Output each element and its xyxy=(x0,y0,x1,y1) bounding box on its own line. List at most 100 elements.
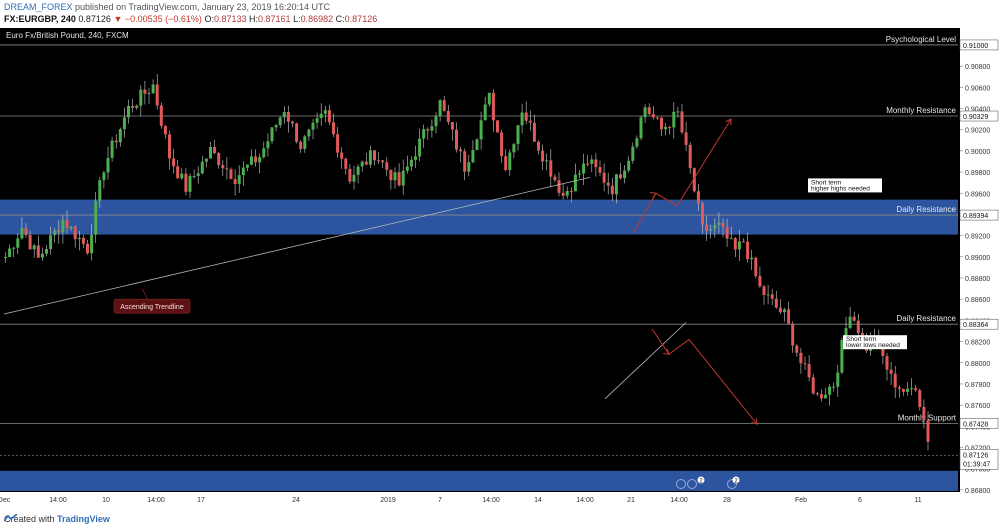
close-value: 0.87126 xyxy=(344,14,378,24)
bullish-mid-arrowhead-icon xyxy=(649,191,657,199)
candle-body xyxy=(729,238,733,240)
candle-body xyxy=(496,120,499,133)
candle-body xyxy=(565,190,569,196)
candle xyxy=(262,141,266,159)
candle-body xyxy=(245,164,249,168)
candle-body xyxy=(291,121,294,124)
price-chart[interactable]: Psychological Level Monthly Resistance Dai… xyxy=(0,28,1000,506)
candle xyxy=(40,247,44,261)
candle-body xyxy=(81,237,85,244)
low-label: L: xyxy=(293,14,301,24)
candle-body xyxy=(323,110,327,114)
candle xyxy=(791,321,795,353)
candle-body xyxy=(590,159,594,164)
candle-body xyxy=(8,248,12,257)
candle-body xyxy=(758,275,762,287)
candle-body xyxy=(578,173,581,175)
candle-body xyxy=(524,112,528,121)
candle xyxy=(582,153,586,185)
candle xyxy=(922,399,926,429)
candle-body xyxy=(209,147,212,159)
candle-body xyxy=(660,117,663,130)
candle-body xyxy=(455,129,458,150)
candle-body xyxy=(278,117,282,126)
candle xyxy=(889,362,893,386)
hh-note-line-2: higher highs needed xyxy=(811,185,870,192)
candle xyxy=(684,121,688,152)
candle xyxy=(221,160,225,177)
candle-body xyxy=(811,377,815,394)
x-tick-label-13: 28 xyxy=(723,497,731,504)
candle xyxy=(537,140,540,155)
candle xyxy=(86,240,89,256)
candle xyxy=(168,130,171,170)
candle xyxy=(742,238,745,243)
candle-body xyxy=(139,89,143,106)
level-label-0: Psychological Level xyxy=(886,35,956,44)
candle xyxy=(204,158,208,168)
y-tick-label-6: 0.89800 xyxy=(965,170,990,177)
candle-body xyxy=(557,180,561,193)
candle-body xyxy=(668,126,672,128)
candle xyxy=(200,155,204,175)
candle xyxy=(94,191,98,243)
candle-body xyxy=(815,393,819,395)
author-link[interactable]: DREAM_FOREX xyxy=(4,2,73,12)
candle-body xyxy=(385,162,389,170)
candle xyxy=(614,173,618,204)
candle xyxy=(660,116,663,137)
candle-body xyxy=(389,169,393,181)
chart-area[interactable]: Psychological Level Monthly Resistance Dai… xyxy=(0,28,1000,506)
candle xyxy=(651,106,655,120)
candle xyxy=(549,149,553,188)
candle xyxy=(643,104,647,124)
candle-body xyxy=(545,160,549,162)
candle xyxy=(672,102,676,139)
candle xyxy=(344,157,348,175)
x-tick-label-15: 6 xyxy=(858,497,862,504)
candle-body xyxy=(163,125,167,135)
candle xyxy=(332,113,335,138)
zone-0 xyxy=(0,199,958,235)
candle-body xyxy=(627,160,631,171)
event-icon-1 xyxy=(687,479,697,489)
candle-body xyxy=(360,161,364,167)
open-value: 0.87133 xyxy=(213,14,247,24)
candle-body xyxy=(168,134,171,159)
candle xyxy=(409,156,413,172)
candle-body xyxy=(28,235,32,250)
candle xyxy=(926,411,930,451)
candle xyxy=(438,99,442,122)
level-price-box-0 xyxy=(959,39,999,51)
candle xyxy=(53,227,57,243)
bullish-projection-arrow xyxy=(632,118,732,234)
candle-body xyxy=(418,138,422,157)
candle-body xyxy=(188,176,192,192)
candle xyxy=(237,165,241,193)
candle xyxy=(127,99,130,124)
candle-body xyxy=(24,228,28,236)
candle-body xyxy=(598,167,602,173)
candle-body xyxy=(151,84,155,94)
candle xyxy=(352,165,356,190)
candle-body xyxy=(918,390,922,407)
candle xyxy=(553,173,557,183)
candle xyxy=(455,122,458,153)
tradingview-link[interactable]: TradingView xyxy=(57,514,110,524)
candle xyxy=(647,103,651,116)
candle-body xyxy=(446,110,450,123)
x-tick-label-16: 11 xyxy=(914,497,921,504)
close-label: C: xyxy=(335,14,345,24)
x-tick-label-0: Dec xyxy=(0,497,11,504)
candle-body xyxy=(430,126,434,131)
candle xyxy=(233,169,237,196)
y-tick-label-15: 0.88000 xyxy=(965,361,990,368)
candles xyxy=(4,74,930,451)
candle-body xyxy=(901,388,905,392)
candle-body xyxy=(713,224,717,229)
candle xyxy=(565,186,569,199)
candle-body xyxy=(717,222,721,225)
candle xyxy=(73,225,77,248)
candle xyxy=(131,98,135,113)
candle xyxy=(209,141,212,159)
